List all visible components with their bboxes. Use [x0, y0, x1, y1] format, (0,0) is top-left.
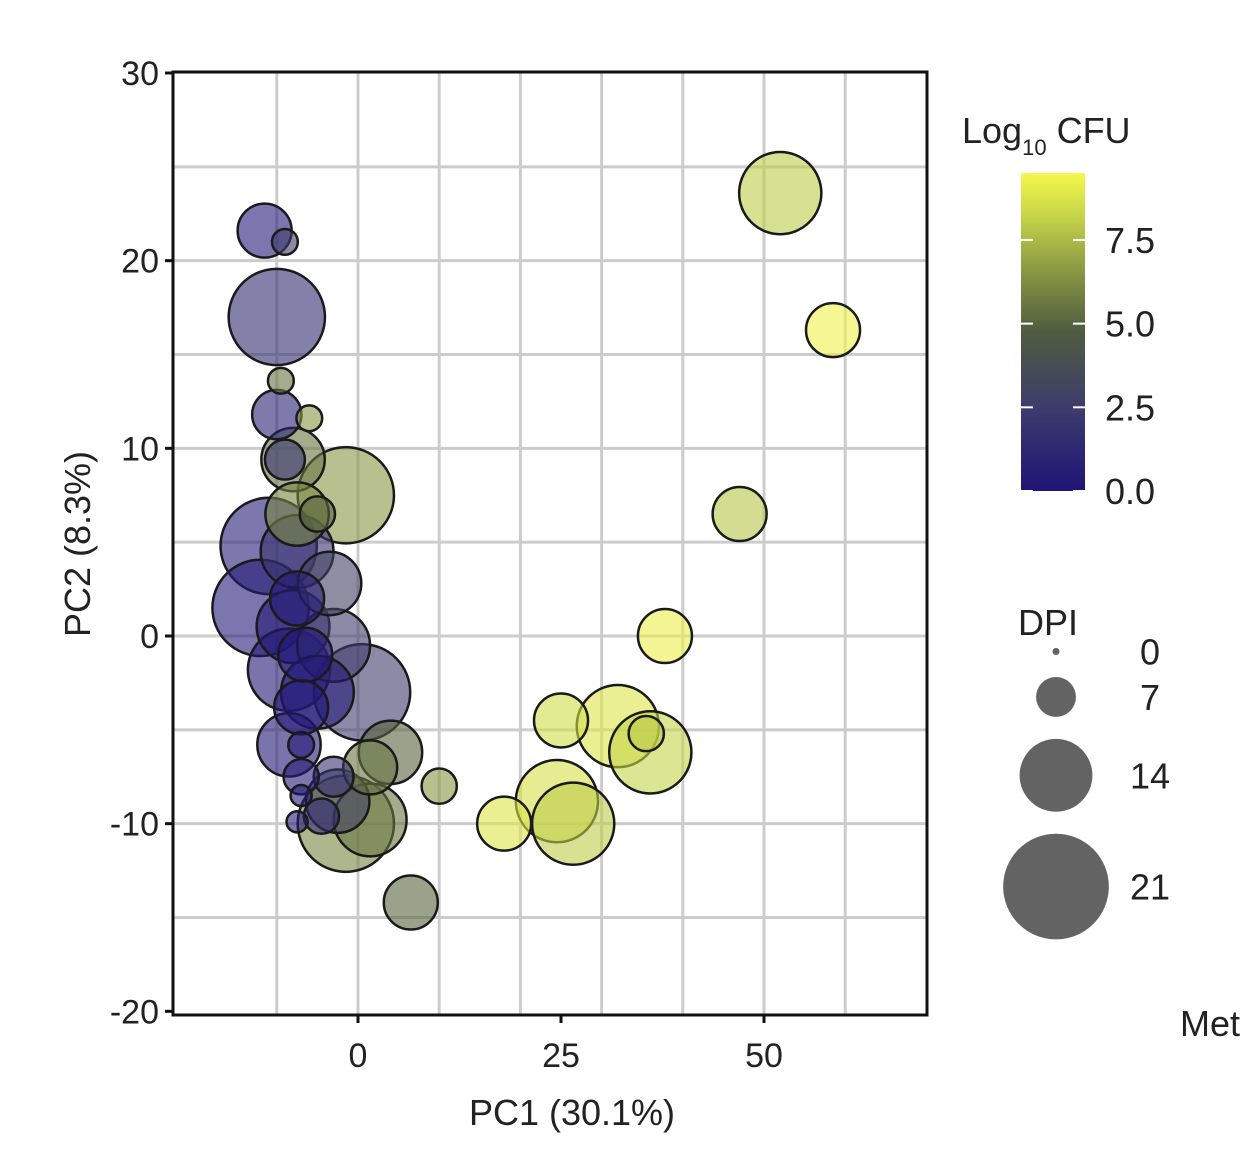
y-tick-label: -20	[110, 993, 159, 1031]
x-tick-label: 0	[349, 1037, 368, 1075]
data-point	[250, 388, 303, 441]
y-tick-label: 20	[121, 243, 159, 281]
color-legend-title-main: Log	[962, 110, 1022, 151]
x-tick-label: 25	[542, 1037, 580, 1075]
data-point	[298, 495, 337, 533]
color-bar-label: 7.5	[1105, 220, 1155, 261]
data-point	[227, 267, 327, 367]
color-bar-label: 2.5	[1105, 387, 1155, 428]
y-tick-label: -10	[110, 806, 159, 844]
x-axis-title: PC1 (30.1%)	[469, 1092, 675, 1133]
data-point	[295, 404, 324, 433]
data-point	[266, 366, 296, 395]
color-legend: Log10 CFU 0.0 2.5 5.0 7.5	[962, 110, 1155, 512]
size-legend-keys: 07 14 21	[1003, 632, 1170, 940]
data-point	[270, 227, 300, 257]
size-legend-label: 21	[1130, 867, 1170, 908]
color-legend-title-suffix: CFU	[1047, 110, 1131, 151]
cut-off-label: Met	[1180, 1003, 1240, 1044]
data-point	[285, 809, 309, 834]
data-point	[627, 714, 666, 753]
data-point	[532, 692, 590, 749]
data-point	[272, 679, 330, 736]
size-legend-circle	[1003, 833, 1109, 940]
size-legend-circle	[1019, 738, 1093, 812]
y-axis-ticks: 30 20 10 0 -10 -20	[110, 55, 173, 1031]
data-point	[475, 795, 533, 852]
color-legend-title-subscript: 10	[1022, 135, 1046, 160]
color-bar-label: 5.0	[1105, 304, 1155, 345]
data-point	[268, 570, 326, 627]
size-legend-circle	[1052, 648, 1060, 655]
plot-panel-border	[171, 70, 929, 1017]
color-legend-title: Log10 CFU	[962, 110, 1131, 160]
y-tick-label: 0	[140, 618, 159, 656]
data-point	[263, 438, 307, 481]
data-point	[711, 485, 768, 543]
data-point	[289, 783, 313, 808]
bubbles-layer	[211, 150, 862, 931]
y-axis-title: PC2 (8.3%)	[57, 451, 98, 637]
x-tick-label: 50	[745, 1037, 783, 1075]
data-point	[287, 730, 316, 759]
color-bar-ticks: 0.0 2.5 5.0 7.5	[1021, 220, 1155, 512]
size-legend-circle	[1036, 677, 1076, 717]
data-point	[420, 767, 459, 805]
size-legend: DPI 07 14 21	[1003, 602, 1170, 940]
y-tick-label: 10	[121, 430, 159, 468]
size-legend-title: DPI	[1018, 602, 1078, 643]
color-bar	[1021, 173, 1085, 491]
data-point	[737, 150, 823, 236]
data-point	[636, 607, 694, 665]
data-point	[276, 626, 334, 684]
size-legend-label: 0	[1140, 632, 1160, 673]
size-legend-label: 7	[1140, 677, 1160, 718]
x-axis-ticks: 0 25 50	[349, 1015, 783, 1075]
data-point	[530, 781, 616, 867]
data-point	[382, 874, 440, 931]
y-tick-label: 30	[121, 55, 159, 93]
color-bar-label: 0.0	[1105, 471, 1155, 512]
size-legend-label: 14	[1130, 755, 1170, 796]
data-point	[804, 301, 862, 359]
